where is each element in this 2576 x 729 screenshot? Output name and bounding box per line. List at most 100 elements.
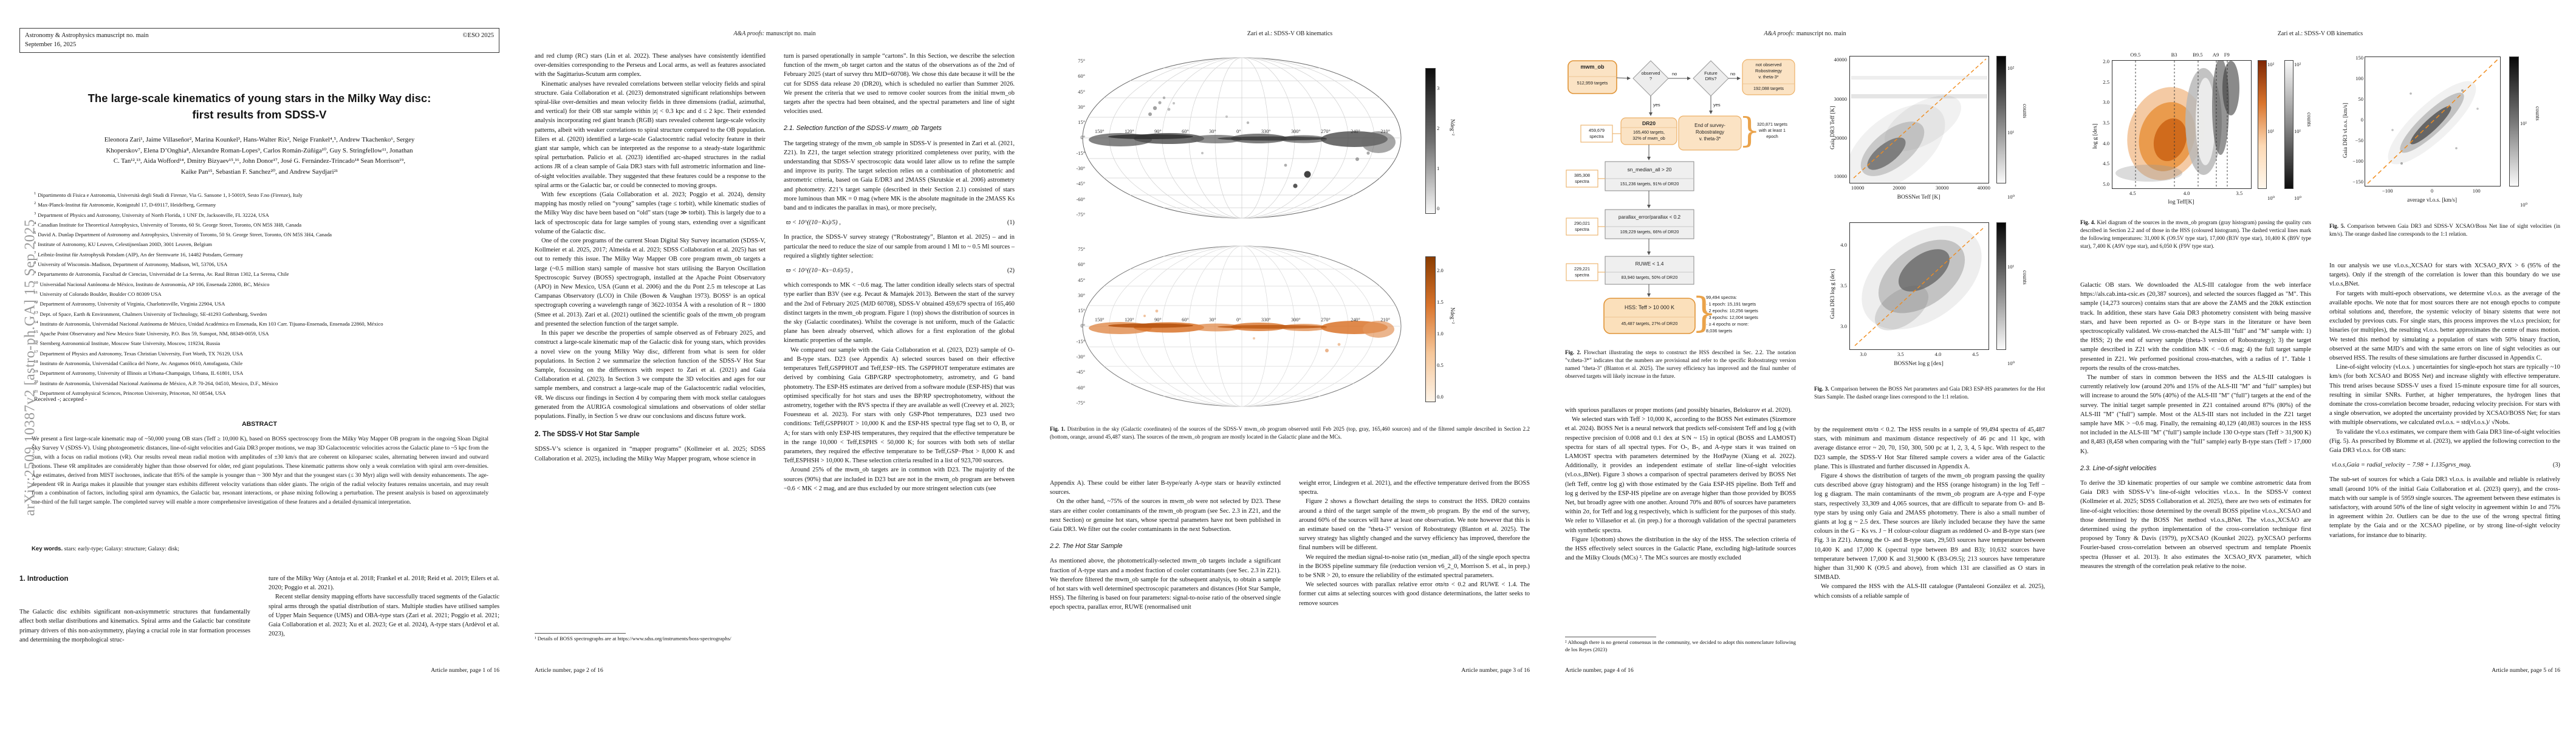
flow-spectra-290021: 290,021 spectra [1574,221,1590,232]
flow-label-no: no [1730,71,1736,77]
affiliation: 17 Department of Physics and Astronomy, T… [34,349,243,357]
paragraph: The Galactic disc exhibits significant n… [19,609,250,643]
p5-right-column: In our analysis we use vl.o.s.,XCSAO for… [2329,261,2560,540]
author-line: C. Tan¹²,¹³, Aida Wofford¹⁴, Dmitry Bizy… [113,157,406,165]
affiliation: 5 David A. Dunlap Department of Astronomy… [34,231,332,238]
equation-2: ϖ < 10^((10−Ks−0.6)/5) , (2) [786,267,1015,275]
tick-label: 10² [2267,61,2275,67]
received-line: Received -; accepted - [34,396,87,403]
tick-label: 2.0 [1437,267,1444,273]
y-axis-label: Gaia DR3 vl.o.s. [km/s] [2343,103,2349,158]
x-axis-label: average vl.o.s. [km/s] [2406,197,2458,204]
mollweide-map-orange [1082,245,1402,407]
tick-label: 120° [1125,317,1134,323]
flow-end-of-survey: End of survey- Robostrategy v. theta-3* [1694,123,1725,142]
tick-label: 10² [2294,61,2301,67]
flow-ruwe-sub: 83,940 targets, 50% of DR20 [1621,275,1678,280]
tick-label: 240° [1351,317,1360,323]
latitude-labels: 75° 60° 45° 30° 15° 0° -15° -30° -45° -60° -75° [1053,58,1085,217]
journal-name: Astronomy & Astrophysics [25,32,95,39]
flow-dr20-sub: 165,460 targets, 32% of mwm_ob [1632,129,1665,141]
paragraph: weight error, Lindegren et al. 2021), an… [1299,480,1530,496]
author-list: Eleonora Zari¹, Jaime Villaseñor², Marin… [19,135,499,177]
page-2: A&A proofs: manuscript no. main and red … [515,0,1030,729]
affiliation: 9 Departamento de Astronomía, Facultad de… [34,270,289,278]
page-footer: Article number, page 4 of 16 [1565,667,1634,674]
p4-right-column: by the requirement σϖ/ϖ < 0.2. The HSS r… [1814,425,2045,601]
colorbar-label: Ndeg⁻² [1450,307,1456,324]
colorbar-gray [1425,68,1436,214]
tick-label: 30° [1209,129,1216,134]
running-head: A&A proofs: manuscript no. main [733,30,816,37]
affiliation: 2 Max-Planck-Institut für Astronomie, Kon… [34,201,216,208]
footnote-rule [535,633,626,634]
y-axis-label: Gaia DR3 log g [dex] [1830,269,1836,319]
density-band-orange [1089,309,1394,352]
flow-mwm-sub: 512,959 targets [1577,80,1608,86]
tick-label: -30° [1076,354,1085,360]
tick-label: 10⁰ [2007,194,2015,200]
affiliation: 16 Sternberg Astronomical Institute, Mosc… [34,340,221,347]
affiliation: 7 Leibniz-Institut für Astrophysik Potsda… [34,250,244,258]
tick-label: 10⁰ [2007,360,2015,367]
paragraph: with spurious parallaxes or proper motio… [1565,407,1792,414]
journal-header-left: Astronomy & Astrophysics manuscript no. … [25,32,149,49]
tick-label: 10¹ [2007,129,2015,136]
colorbar-ticks: 2.0 1.5 1.0 0.5 0.0 [1437,256,1444,401]
tick-label: 60° [1078,74,1085,80]
paragraph: In practice, the SDSS-V survey strategy … [784,234,1015,259]
tick-label: -45° [1076,369,1085,375]
plot-area [1849,56,1989,183]
paragraph: On the other hand, ~75% of the sources i… [1050,498,1281,533]
colorbar-orange [2258,60,2267,189]
abstract: We present a first large-scale kinematic… [32,436,488,506]
tick-label: 15° [1078,120,1085,126]
tick-label: 150° [1095,129,1105,134]
tick-label: -75° [1076,400,1085,406]
tick-label: 60° [1078,262,1085,268]
colorbar-orange [1425,256,1436,402]
paragraph: turn is parsed operationally in sample “… [784,53,1015,115]
page-footer: Article number, page 3 of 16 [1461,667,1530,674]
flow-label-yes: yes [1653,102,1660,108]
tick-label: 1 [1437,165,1440,171]
tick-label: 0.0 [1437,394,1444,400]
paragraph: We compared the HSS with the ALS-III cat… [1814,583,2045,600]
eso-copyright: ©ESO 2025 [462,32,494,39]
paragraph: With few exceptions (Gaia Collaboration … [535,191,766,235]
paragraph: For targets with multi-epoch observation… [2329,290,2560,362]
y-axis-label: Gaia DR3 Teff [K] [1830,106,1836,149]
paragraph: Appendix A). These could be either later… [1050,480,1281,496]
tick-label: 270° [1321,317,1331,323]
tick-label: 10¹ [2007,264,2015,270]
flow-ruwe-title: RUWE < 1.4 [1635,261,1664,267]
page-5: Zari et al.: SDSS-V OB kinematics O9.5 B… [2061,0,2576,729]
plot-area [2365,56,2501,187]
paragraph: In this paper we describe the properties… [535,330,766,420]
colorbar-label: counts [2306,112,2312,127]
paragraph: As mentioned above, the photometrically-… [1050,558,1281,611]
paragraph: Figure 2 shows a flowchart detailing the… [1299,498,1530,552]
x-axis-label: BOSSNet Teff [K] [1897,194,1941,200]
tick-label: 75° [1078,58,1085,64]
affiliation: 11 University of Colorado Boulder, Boulde… [34,290,162,297]
abstract-heading: ABSTRACT [242,420,277,428]
tick-label: -30° [1076,166,1085,172]
tick-label: 330° [1261,317,1271,323]
paragraph: Figure 4 shows the distribution of targe… [1814,473,2045,581]
affiliation: 10 Universidad Nacional Autónoma de Méxic… [34,280,270,287]
tick-label: 10¹ [2294,128,2301,134]
flow-spectra-459679: 459,679 spectra [1589,128,1605,139]
manuscript-no: manuscript no. main [94,32,149,39]
arxiv-stamp: arXiv:2509.10387v2 [astro-ph.GA] 15 Sep … [22,219,38,516]
colorbar [1996,56,2006,183]
fig1-caption: Fig. 1. Distribution in the sky (Galacti… [1050,426,1530,440]
tick-label: -60° [1076,385,1085,391]
subsection-2-2-heading: 2.2. The Hot Star Sample [1050,542,1123,550]
paragraph: The number of stars in common between th… [2080,374,2311,455]
flow-parallax-title: parallax_error/parallax < 0.2 [1618,214,1681,220]
fig3-logg-plot: Gaia DR3 log g [dex] 4.0 3.5 3.0 3.0 3.5… [1814,219,2045,380]
flow-notobserved-sub: 192,088 targets [1753,86,1784,91]
